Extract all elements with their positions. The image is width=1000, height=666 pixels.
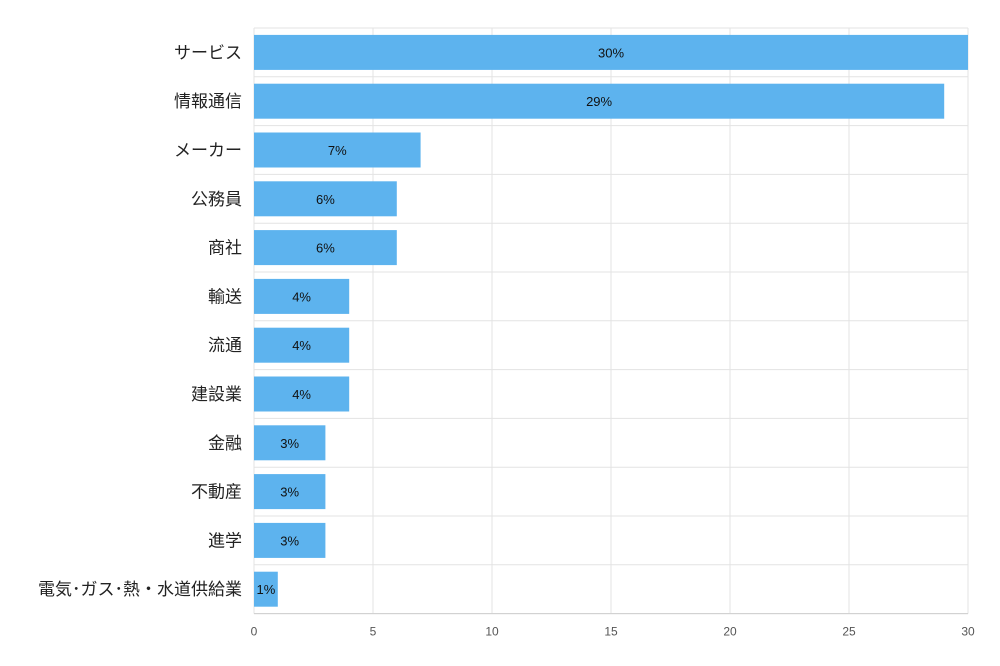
x-tick-label: 0 [251,625,258,639]
bar [254,522,326,558]
category-label: 進学 [208,531,242,551]
category-label: メーカー [174,141,242,161]
data-label: 30% [598,45,624,60]
data-label: 4% [292,338,311,353]
x-tick-label: 15 [604,625,618,639]
data-label: 29% [586,94,612,109]
bar [254,278,350,314]
category-label: 不動産 [191,483,242,503]
data-label: 4% [292,387,311,402]
bar [254,34,968,70]
bar [254,571,278,607]
bar [254,132,421,168]
category-label: 輸送 [208,287,242,307]
bar [254,474,326,510]
data-label: 4% [292,289,311,304]
bar [254,376,350,412]
bar [254,83,945,119]
x-tick-label: 5 [370,625,377,639]
category-label: 情報通信 [174,92,242,112]
data-label: 1% [257,582,276,597]
category-label: 金融 [208,434,242,454]
category-label: 公務員 [191,190,242,210]
data-label: 3% [280,533,299,548]
data-label: 7% [328,143,347,158]
bar [254,327,350,363]
x-tick-label: 20 [723,625,737,639]
category-label: 流通 [208,336,242,356]
x-tick-label: 10 [485,625,499,639]
category-label: サービス [174,43,242,63]
data-label: 6% [316,192,335,207]
bar [254,230,397,266]
data-label: 6% [316,241,335,256]
labels: 0 5 10 15 20 25 30 サービス 30% 情報通信 29% メーカー 7% 公務員 6% 商社 6… [38,43,975,638]
data-label: 3% [280,485,299,500]
bar [254,181,397,217]
category-label: 電気･ガス･熱・水道供給業 [38,580,242,600]
bar [254,425,326,461]
bars [254,34,968,607]
x-tick-label: 30 [961,625,975,639]
category-label: 商社 [208,239,242,259]
category-label: 建設業 [191,385,242,405]
x-tick-label: 25 [842,625,856,639]
data-label: 3% [280,436,299,451]
grid [253,27,969,615]
